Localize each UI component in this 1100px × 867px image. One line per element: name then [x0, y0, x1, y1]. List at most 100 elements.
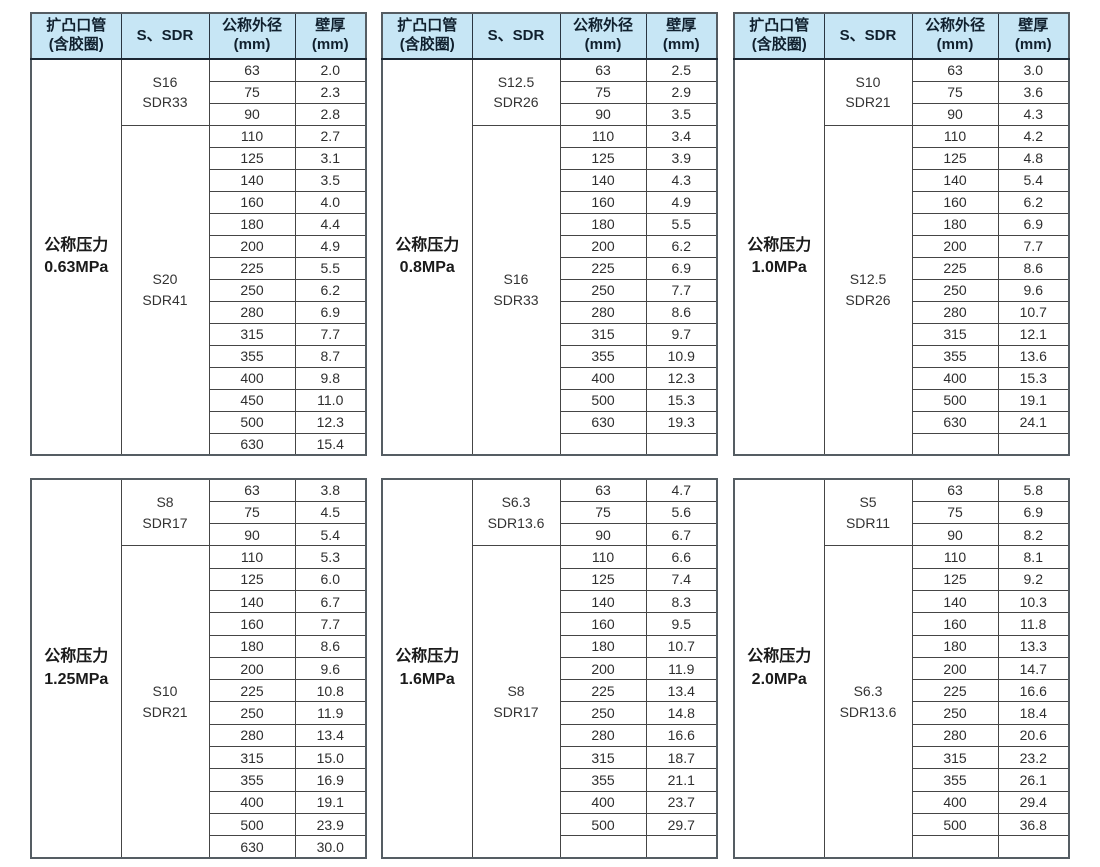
- diameter-cell: 160: [208, 190, 296, 214]
- table-row: 630 15.4: [31, 432, 367, 456]
- thickness-cell: 12.3: [645, 366, 718, 390]
- table-row: 250 6.2: [31, 278, 367, 302]
- sdr-line: S16: [152, 73, 178, 90]
- thickness-cell: 7.7: [997, 234, 1070, 258]
- thickness-cell: 10.8: [294, 679, 367, 703]
- table-row: [734, 432, 1070, 456]
- diameter-cell: 140: [911, 589, 999, 614]
- header-s-sdr-line: S、SDR: [839, 26, 897, 44]
- thickness-cell: 3.1: [294, 146, 367, 170]
- thickness-cell: [645, 835, 718, 859]
- table-row: 140 10.3: [734, 589, 1070, 614]
- table-row: 200 6.2: [382, 234, 718, 258]
- table-row: S12.5 SDR26 110 4.2: [734, 124, 1070, 456]
- diameter-cell: 90: [208, 523, 296, 547]
- diameter-cell: 90: [208, 102, 296, 126]
- pressure-cell: 公称压力 0.8MPa: [381, 58, 473, 456]
- thickness-cell: 3.8: [294, 478, 367, 502]
- table-row: 90 4.3: [734, 102, 1070, 126]
- table-row: 200 14.7: [734, 656, 1070, 681]
- thickness-cell: 4.7: [645, 478, 718, 502]
- diameter-cell: 63: [911, 478, 999, 502]
- header-outer-diameter-line: 公称外径: [572, 17, 633, 35]
- sdr-line: S8: [507, 683, 525, 700]
- table-row: 225 6.9: [382, 256, 718, 280]
- thickness-cell: 30.0: [294, 835, 367, 859]
- table-row: 315 18.7: [382, 746, 718, 770]
- thickness-cell: 6.7: [294, 589, 367, 614]
- table-row: 225 16.6: [734, 679, 1070, 703]
- table-row: 630 19.3: [382, 410, 718, 434]
- pressure-line: 公称压力: [395, 236, 460, 254]
- table-row: 125 7.4: [382, 567, 718, 591]
- diameter-cell: 160: [208, 612, 296, 636]
- diameter-cell: 355: [911, 768, 999, 792]
- diameter-cell: 140: [559, 589, 647, 614]
- table-row: 280 13.4: [31, 723, 367, 748]
- thickness-cell: 29.7: [645, 812, 718, 837]
- thickness-cell: 12.3: [294, 410, 367, 434]
- header-cell-outer-diameter: 公称外径 (mm): [208, 12, 296, 60]
- thickness-cell: 23.9: [294, 812, 367, 837]
- table-row: 140 8.3: [382, 589, 718, 614]
- table-row: 160 11.8: [734, 612, 1070, 636]
- diameter-cell: 355: [559, 768, 647, 792]
- header-pipe-type-line: 扩凸口管: [46, 17, 107, 35]
- table-row: [382, 835, 718, 859]
- header-cell-outer-diameter: 公称外径 (mm): [559, 12, 647, 60]
- thickness-cell: 4.2: [997, 124, 1070, 148]
- header-cell-wall-thickness: 壁厚 (mm): [645, 12, 718, 60]
- diameter-cell: 140: [911, 168, 999, 192]
- diameter-cell: 315: [208, 746, 296, 770]
- table-row: 180 8.6: [31, 634, 367, 658]
- spec-table-1.0mpa: 扩凸口管 (含胶圈) S、SDR 公称外径 (mm) 壁厚 (mm) 公称压力 1.0MPa S1…: [733, 12, 1070, 456]
- diameter-cell: 280: [911, 300, 999, 324]
- thickness-cell: 8.1: [997, 545, 1070, 569]
- thickness-cell: 6.9: [645, 256, 718, 280]
- thickness-cell: 4.0: [294, 190, 367, 214]
- table-row: 355 16.9: [31, 768, 367, 792]
- thickness-cell: 23.2: [997, 746, 1070, 770]
- thickness-cell: 5.4: [997, 168, 1070, 192]
- table-row: 500 19.1: [734, 388, 1070, 412]
- header-cell-s-sdr: S、SDR: [120, 12, 210, 60]
- sdr-line: S12.5: [497, 73, 535, 90]
- thickness-cell: 8.6: [997, 256, 1070, 280]
- diameter-cell: 180: [911, 634, 999, 658]
- diameter-cell: 225: [911, 256, 999, 280]
- diameter-cell: 75: [559, 500, 647, 525]
- table-row: 75 2.9: [382, 80, 718, 104]
- thickness-cell: 4.9: [294, 234, 367, 258]
- diameter-cell: 225: [208, 256, 296, 280]
- diameter-cell: 63: [208, 58, 296, 82]
- table-row: 250 14.8: [382, 701, 718, 725]
- table-header-row: 扩凸口管 (含胶圈) S、SDR 公称外径 (mm) 壁厚 (mm): [381, 12, 718, 60]
- diameter-cell: 90: [559, 102, 647, 126]
- diameter-cell: 315: [911, 322, 999, 346]
- diameter-cell: 110: [911, 545, 999, 569]
- table-row: 125 9.2: [734, 567, 1070, 591]
- header-outer-diameter-line: 公称外径: [221, 17, 282, 35]
- diameter-cell: 450: [208, 388, 296, 412]
- table-row: 500 23.9: [31, 812, 367, 837]
- header-outer-diameter-line: (mm): [233, 36, 271, 53]
- table-row: 400 9.8: [31, 366, 367, 390]
- sdr-line: S10: [855, 73, 881, 90]
- diameter-cell: 63: [911, 58, 999, 82]
- table-row: 180 6.9: [734, 212, 1070, 236]
- diameter-cell: 500: [911, 388, 999, 412]
- pressure-line: 1.0MPa: [751, 259, 807, 276]
- thickness-cell: 6.9: [294, 300, 367, 324]
- diameter-cell: 280: [208, 300, 296, 324]
- thickness-cell: [997, 835, 1070, 859]
- thickness-cell: 13.3: [997, 634, 1070, 658]
- diameter-cell: 250: [911, 701, 999, 725]
- diameter-cell: 140: [208, 589, 296, 614]
- thickness-cell: 10.7: [645, 634, 718, 658]
- thickness-cell: [997, 432, 1070, 456]
- table-row: 200 4.9: [31, 234, 367, 258]
- diameter-cell: 75: [208, 500, 296, 525]
- pressure-cell: 公称压力 1.0MPa: [733, 58, 825, 456]
- diameter-cell: 75: [911, 500, 999, 525]
- thickness-cell: 11.9: [294, 701, 367, 725]
